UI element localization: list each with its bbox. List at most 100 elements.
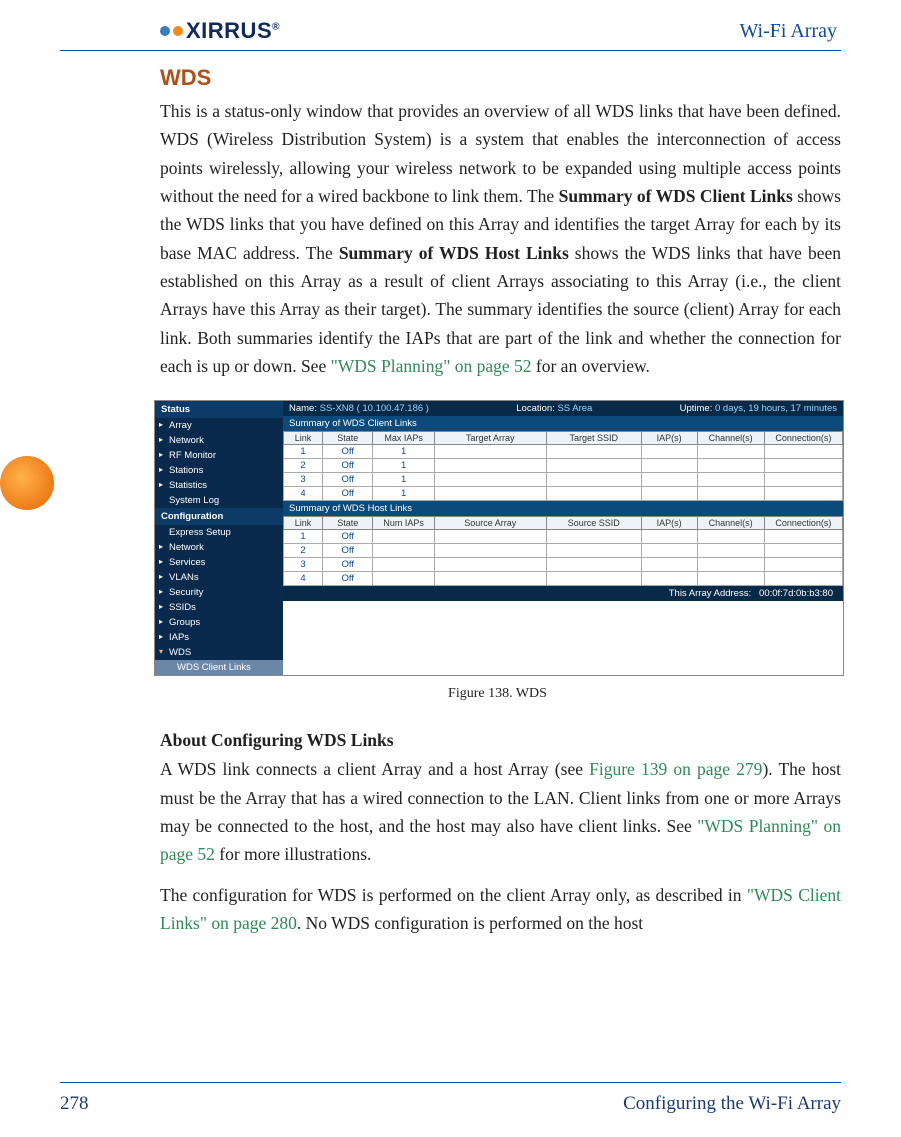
nav-item[interactable]: Network: [155, 433, 283, 448]
table-cell: [641, 544, 697, 558]
p1-link1[interactable]: Figure 139 on page 279: [589, 759, 762, 779]
table-row: 2Off1: [284, 459, 843, 473]
figure-main: Name: SS-XN8 ( 10.100.47.186 ) Location:…: [283, 401, 843, 675]
subsection-p2: The configuration for WDS is performed o…: [160, 881, 841, 938]
table-cell: [546, 558, 641, 572]
section-title: WDS: [160, 65, 841, 91]
array-address-val: 00:0f:7d:0b:b3:80: [759, 588, 833, 599]
logo-word: XIRRUS: [186, 18, 272, 43]
table-cell: [764, 445, 842, 459]
infobar-name-label: Name:: [289, 403, 317, 414]
table-cell: [764, 459, 842, 473]
table-cell: 1: [373, 445, 434, 459]
table-cell: [373, 558, 434, 572]
table-cell: [434, 445, 546, 459]
table-header: Max IAPs: [373, 432, 434, 445]
table-cell: [546, 487, 641, 501]
nav-item[interactable]: Services: [155, 555, 283, 570]
table-header: Source Array: [434, 517, 546, 530]
table-cell: [697, 487, 764, 501]
table-cell: [697, 459, 764, 473]
table-cell: [373, 530, 434, 544]
table-header: IAP(s): [641, 432, 697, 445]
nav-item[interactable]: SSIDs: [155, 600, 283, 615]
nav-head-status: Status: [155, 401, 283, 418]
table-cell: Off: [323, 544, 373, 558]
p2-pre: The configuration for WDS is performed o…: [160, 885, 747, 905]
table-row: 2Off: [284, 544, 843, 558]
p1-tail: for more illustrations.: [215, 844, 372, 864]
nav-item[interactable]: Express Setup: [155, 525, 283, 540]
table-row: 3Off1: [284, 473, 843, 487]
p2-tail: . No WDS configuration is performed on t…: [297, 913, 643, 933]
table-cell: [373, 544, 434, 558]
table-header: State: [323, 432, 373, 445]
nav-item[interactable]: Array: [155, 418, 283, 433]
table-row: 1Off: [284, 530, 843, 544]
nav-item[interactable]: Security: [155, 585, 283, 600]
registered-icon: ®: [272, 22, 280, 33]
footer-title: Configuring the Wi-Fi Array: [623, 1093, 841, 1115]
intro-paragraph: This is a status-only window that provid…: [160, 97, 841, 380]
nav-sidebar: Status ArrayNetworkRF MonitorStationsSta…: [155, 401, 283, 675]
table-header: State: [323, 517, 373, 530]
table-cell: [641, 445, 697, 459]
nav-item[interactable]: VLANs: [155, 570, 283, 585]
table-row: 1Off1: [284, 445, 843, 459]
page-header: XIRRUS® Wi-Fi Array: [60, 18, 841, 48]
side-tab-marker: [0, 456, 54, 510]
table-cell: [434, 572, 546, 586]
page-content: WDS This is a status-only window that pr…: [60, 65, 841, 938]
table-cell: Off: [323, 459, 373, 473]
nav-item[interactable]: Statistics: [155, 478, 283, 493]
table-cell: [546, 473, 641, 487]
logo-text: XIRRUS®: [186, 18, 280, 44]
table-cell: [764, 473, 842, 487]
table-header: IAP(s): [641, 517, 697, 530]
nav-item[interactable]: Network: [155, 540, 283, 555]
table-cell: [546, 572, 641, 586]
table-header: Channel(s): [697, 432, 764, 445]
table-row: 4Off1: [284, 487, 843, 501]
infobar: Name: SS-XN8 ( 10.100.47.186 ) Location:…: [283, 401, 843, 416]
footer-rule: [60, 1082, 841, 1083]
table-cell: [697, 572, 764, 586]
infobar-up-label: Uptime:: [680, 403, 713, 414]
page-number: 278: [60, 1093, 89, 1115]
p1-pre: A WDS link connects a client Array and a…: [160, 759, 589, 779]
nav-item[interactable]: RF Monitor: [155, 448, 283, 463]
table-header: Connection(s): [764, 432, 842, 445]
infobar-loc-label: Location:: [516, 403, 555, 414]
table-cell: Off: [323, 572, 373, 586]
subsection-p1: A WDS link connects a client Array and a…: [160, 755, 841, 868]
table-cell: 2: [284, 459, 323, 473]
table-cell: [697, 544, 764, 558]
table-cell: 4: [284, 487, 323, 501]
figure-caption: Figure 138. WDS: [154, 686, 841, 702]
para1-link[interactable]: "WDS Planning" on page 52: [331, 356, 532, 376]
nav-item[interactable]: Groups: [155, 615, 283, 630]
table-header: Num IAPs: [373, 517, 434, 530]
table-cell: [697, 445, 764, 459]
nav-item[interactable]: WDS: [155, 645, 283, 660]
table-cell: [641, 558, 697, 572]
table-cell: [697, 558, 764, 572]
nav-item[interactable]: WDS Client Links: [155, 660, 283, 675]
table-cell: [434, 459, 546, 473]
subsection-title: About Configuring WDS Links: [160, 730, 841, 751]
table-row: 4Off: [284, 572, 843, 586]
header-rule: [60, 50, 841, 51]
table-cell: [764, 530, 842, 544]
nav-item[interactable]: System Log: [155, 493, 283, 508]
table-cell: [764, 544, 842, 558]
nav-item[interactable]: IAPs: [155, 630, 283, 645]
table-cell: [373, 572, 434, 586]
table-cell: 1: [284, 530, 323, 544]
table-cell: 3: [284, 558, 323, 572]
nav-item[interactable]: Stations: [155, 463, 283, 478]
host-links-table: LinkStateNum IAPsSource ArraySource SSID…: [283, 516, 843, 586]
table-header: Source SSID: [546, 517, 641, 530]
table-row: 3Off: [284, 558, 843, 572]
table-cell: [641, 487, 697, 501]
table-cell: 1: [373, 487, 434, 501]
